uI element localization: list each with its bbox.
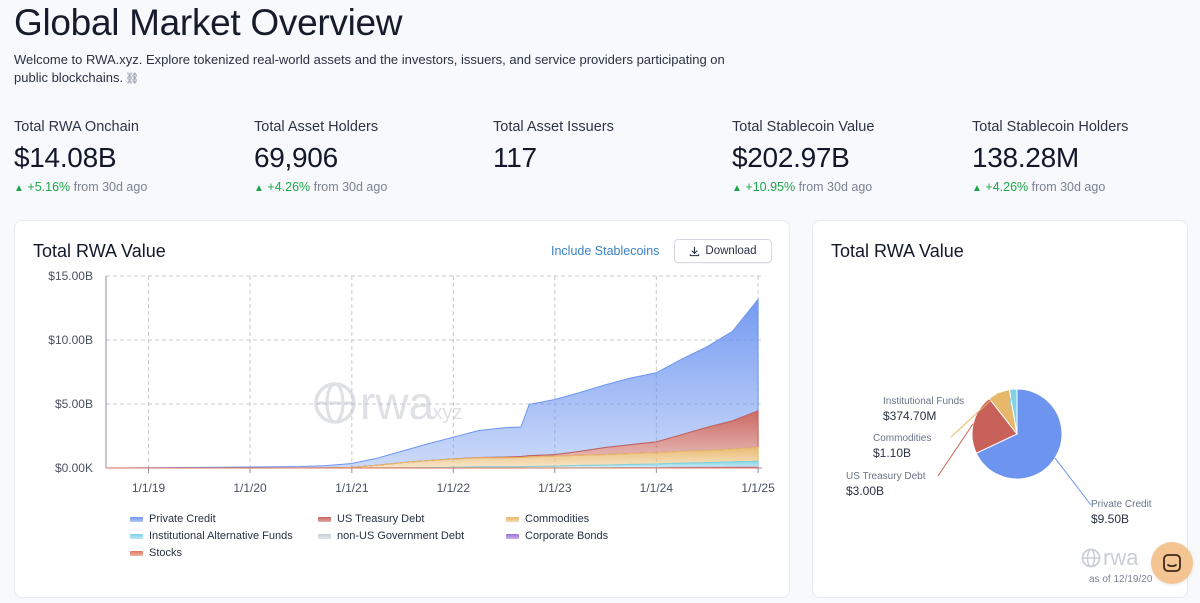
x-tick-label: 1/1/21 (335, 481, 369, 495)
chat-button[interactable] (1151, 542, 1193, 584)
legend-swatch (318, 533, 331, 539)
stat-label: Total Stablecoin Value (732, 119, 875, 135)
stat-value: $14.08B (14, 142, 117, 173)
stat-change: ▲ +4.26% from 30d ago (972, 180, 1106, 194)
watermark-suffix: .xyz (427, 402, 463, 424)
legend-label: Corporate Bonds (525, 530, 609, 542)
pie-label-name: Private Credit (1091, 499, 1152, 510)
x-tick-label: 1/1/20 (233, 481, 267, 495)
page-title: Global Market Overview (14, 2, 403, 43)
x-tick-label: 1/1/22 (437, 481, 471, 495)
x-tick-label: 1/1/25 (741, 481, 775, 495)
globe-icon (1081, 548, 1101, 568)
y-tick-label: $15.00B (48, 269, 93, 283)
stat-asset-holders: Total Asset Holders 69,906 ▲ +4.26% from… (254, 119, 484, 194)
stat-change: ▲ +4.26% from 30d ago (254, 180, 388, 194)
watermark-text: rwa (360, 377, 435, 429)
stat-value: $202.97B (732, 142, 850, 173)
pie-leader-line (950, 392, 1000, 438)
download-label: Download (705, 245, 757, 257)
pie-label-value: $9.50B (1091, 512, 1130, 526)
download-icon (690, 246, 700, 256)
legend-swatch (130, 533, 143, 539)
pie-leader-line (937, 423, 974, 477)
pie-label-name: Institutional Funds (883, 396, 965, 407)
y-tick-label: $5.00B (55, 397, 93, 411)
up-arrow-icon: ▲ (732, 183, 742, 194)
legend-label: US Treasury Debt (337, 513, 425, 525)
pie-slice-private-credit (975, 388, 1063, 480)
legend-item[interactable]: Private Credit (130, 513, 216, 525)
pie-slice-us-treasury-debt (971, 397, 1018, 454)
as-of-date: as of 12/19/20 (1089, 574, 1153, 585)
stat-label: Total Asset Holders (254, 119, 379, 135)
stat-total-rwa: Total RWA Onchain $14.08B ▲ +5.16% from … (14, 119, 244, 194)
rwa-value-pie-card: Total RWA Value rwa as of 12/19/20 Priva… (812, 220, 1188, 598)
up-arrow-icon: ▲ (254, 183, 264, 194)
stat-value: 69,906 (254, 142, 338, 173)
legend-label: Private Credit (149, 513, 216, 525)
stat-value: 138.28M (972, 142, 1079, 173)
logo-text: rwa (1103, 545, 1139, 570)
stat-label: Total Asset Issuers (493, 119, 614, 135)
stat-change: ▲ +10.95% from 30d ago (732, 180, 873, 194)
legend-label: Institutional Alternative Funds (149, 530, 293, 542)
legend-swatch (506, 533, 519, 539)
page-intro: Welcome to RWA.xyz. Explore tokenized re… (14, 51, 734, 88)
legend-item[interactable]: non-US Government Debt (318, 530, 464, 542)
up-arrow-icon: ▲ (972, 183, 982, 194)
up-arrow-icon: ▲ (14, 183, 24, 194)
rwa-watermark: rwa.xyz (314, 377, 463, 429)
pie-leader-line (1054, 457, 1092, 506)
x-tick-label: 1/1/19 (132, 481, 166, 495)
link-icon[interactable]: ⛓ (125, 73, 140, 85)
legend-swatch (318, 516, 331, 522)
intro-text: Welcome to RWA.xyz. Explore tokenized re… (14, 52, 725, 85)
chat-icon (1163, 554, 1181, 572)
pie-chart (937, 388, 1092, 506)
pie-label-name: Commodities (873, 433, 932, 444)
stat-label: Total RWA Onchain (14, 119, 139, 135)
x-tick-label: 1/1/24 (640, 481, 674, 495)
x-tick-label: 1/1/23 (538, 481, 572, 495)
legend-item[interactable]: US Treasury Debt (318, 513, 424, 525)
stat-value: 117 (493, 142, 537, 173)
rwa-value-chart-card: Total RWA Value Include Stablecoins Down… (14, 220, 790, 598)
stat-change: ▲ +5.16% from 30d ago (14, 180, 148, 194)
download-button[interactable]: Download (674, 239, 772, 263)
legend-label: Stocks (149, 547, 183, 559)
rwa-logo: rwa (1081, 545, 1138, 571)
legend-item[interactable]: Commodities (506, 513, 589, 525)
pie-leader-line (1008, 389, 1014, 410)
legend-item[interactable]: Corporate Bonds (506, 530, 608, 542)
stat-stablecoin-value: Total Stablecoin Value $202.97B ▲ +10.95… (732, 119, 962, 194)
stat-stablecoin-holders: Total Stablecoin Holders 138.28M ▲ +4.26… (972, 119, 1200, 194)
pie-title: Total RWA Value (831, 241, 964, 261)
legend-swatch (506, 516, 519, 522)
area-chart: $0.00K $5.00B $10.00B $15.00B 1/1/19 1/1/20 1/… (48, 269, 775, 495)
y-tick-label: $10.00B (48, 333, 93, 347)
pie-label-value: $3.00B (846, 484, 885, 498)
chart-title: Total RWA Value (33, 241, 166, 261)
legend-item[interactable]: Stocks (130, 547, 182, 559)
stat-label: Total Stablecoin Holders (972, 119, 1129, 135)
legend-swatch (130, 516, 143, 522)
pie-label-value: $1.10B (873, 446, 912, 460)
legend-swatch (130, 550, 143, 556)
pie-label-value: $374.70M (883, 409, 937, 423)
include-stablecoins-link[interactable]: Include Stablecoins (551, 244, 660, 258)
legend-label: non-US Government Debt (337, 530, 465, 542)
legend-item[interactable]: Institutional Alternative Funds (130, 530, 293, 542)
legend-label: Commodities (525, 513, 590, 525)
y-tick-label: $0.00K (55, 461, 93, 475)
stat-asset-issuers: Total Asset Issuers 117 (493, 119, 723, 174)
pie-label-name: US Treasury Debt (846, 471, 926, 482)
